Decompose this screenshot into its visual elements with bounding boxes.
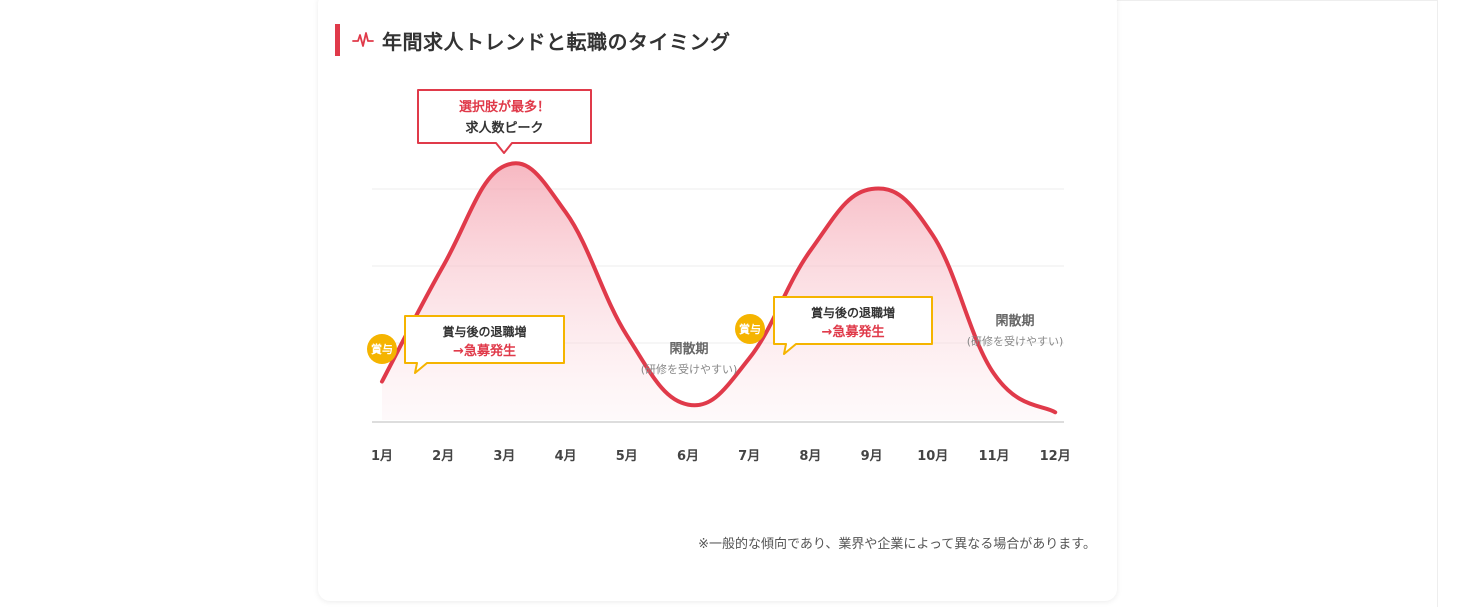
x-tick-label: 7月 <box>738 449 760 464</box>
bonus-callout-line1: 賞与後の退職増 <box>442 324 526 339</box>
bonus-callout-line1: 賞与後の退職増 <box>811 305 895 320</box>
top-divider <box>1117 0 1437 1</box>
x-tick-label: 8月 <box>799 449 821 464</box>
bonus-badge-label: 賞与 <box>739 322 761 336</box>
off-season-note: (研修を受けやすい) <box>641 362 738 376</box>
x-tick-label: 9月 <box>861 449 883 464</box>
x-tick-label: 3月 <box>493 449 515 464</box>
series-area <box>382 163 1056 421</box>
bonus-callout-line2: →急募発生 <box>453 343 516 359</box>
pulse-line-icon <box>352 29 374 51</box>
bonus-callout-line2: →急募発生 <box>822 324 885 340</box>
x-tick-label: 2月 <box>432 449 454 464</box>
off-season-note: (研修を受けやすい) <box>967 334 1064 348</box>
x-tick-label: 11月 <box>978 449 1009 464</box>
off-season-label: 閑散期 <box>669 341 708 357</box>
bonus-badge <box>735 314 765 344</box>
off-season-label: 閑散期 <box>995 313 1034 329</box>
peak-callout-box <box>417 89 592 154</box>
bonus-badge-label: 賞与 <box>371 342 393 356</box>
peak-callout-line1: 選択肢が最多！ <box>459 99 550 115</box>
bonus-callout-box <box>773 296 933 355</box>
right-divider <box>1437 0 1438 607</box>
footnote: ※一般的な傾向であり、業界や企業によって異なる場合があります。 <box>698 537 1096 552</box>
title-accent-bar <box>335 24 340 56</box>
x-tick-label: 5月 <box>616 449 638 464</box>
x-tick-label: 6月 <box>677 449 699 464</box>
x-tick-label: 10月 <box>917 449 948 464</box>
bonus-callout-box <box>404 315 565 374</box>
x-tick-label: 4月 <box>555 449 577 464</box>
chart-title: 年間求人トレンドと転職のタイミング <box>382 29 731 54</box>
chart-header: 年間求人トレンドと転職のタイミング <box>335 24 731 56</box>
peak-callout-line2: 求人数ピーク <box>465 120 543 136</box>
x-tick-label: 1月 <box>371 449 393 464</box>
series-line <box>380 161 1058 415</box>
bonus-badge <box>367 334 397 364</box>
x-tick-label: 12月 <box>1040 449 1071 464</box>
